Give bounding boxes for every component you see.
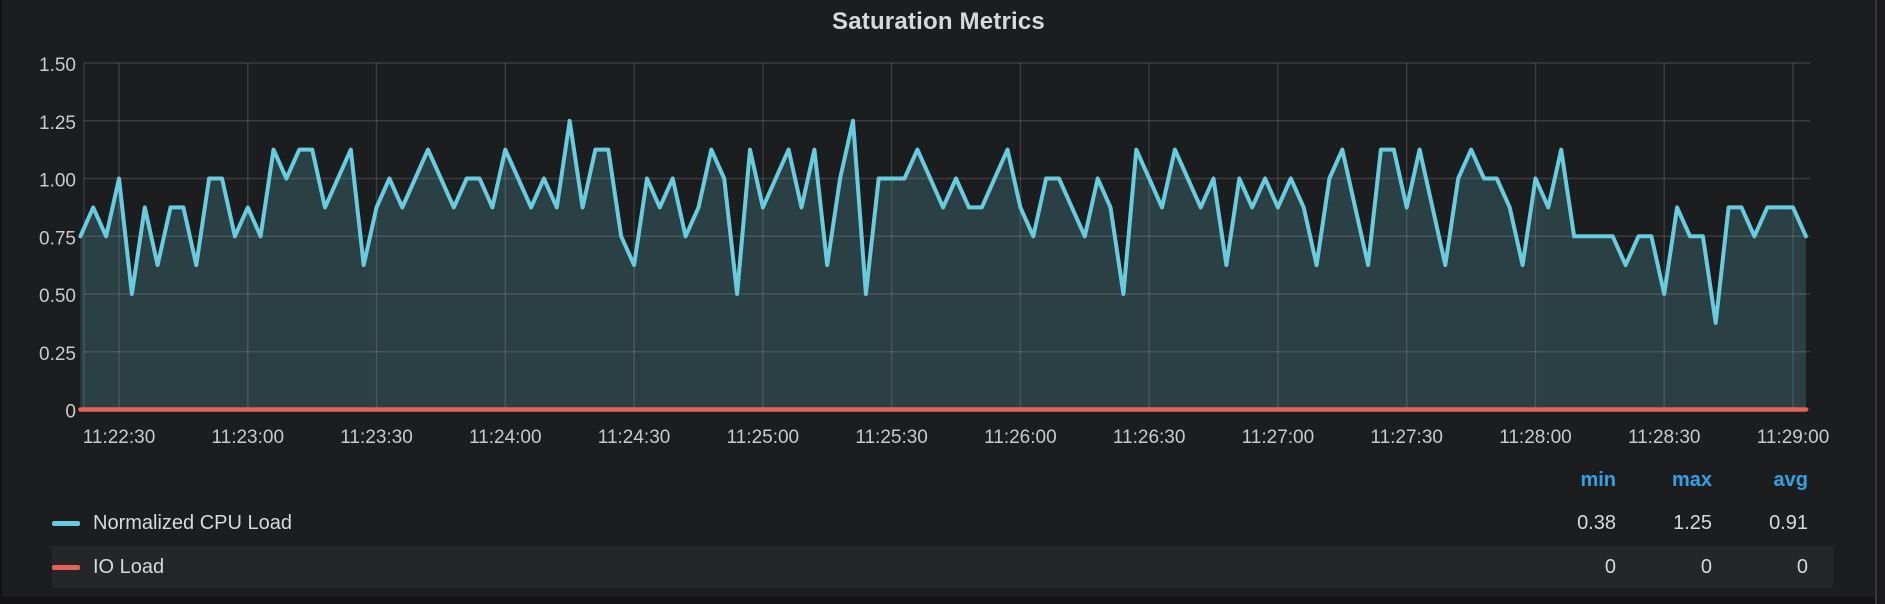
cpu-min-value: 0.38 bbox=[1577, 511, 1616, 534]
cpu-area-fill bbox=[80, 120, 1806, 410]
cpu-avg-value: 0.91 bbox=[1769, 511, 1808, 534]
chart-canvas[interactable]: 11:22:30 11:23:00 11:23:30 11:24:00 11:24:30… bbox=[0, 0, 1885, 458]
y-tick-label: 1.00 bbox=[39, 171, 76, 192]
time-series-chart[interactable]: 11:22:30 11:23:00 11:23:30 11:24:00 11:24:30… bbox=[0, 0, 1885, 458]
cpu-max-value: 1.25 bbox=[1673, 511, 1712, 534]
y-tick-label: 0.50 bbox=[39, 286, 76, 307]
y-tick-label: 0 bbox=[65, 402, 76, 423]
panel-left-edge bbox=[0, 0, 2, 604]
x-tick-label: 11:27:00 bbox=[1242, 427, 1315, 448]
x-tick-label: 11:26:30 bbox=[1113, 427, 1186, 448]
cpu-load-line[interactable] bbox=[78, 118, 1808, 325]
x-tick-label: 11:23:30 bbox=[340, 427, 413, 448]
x-tick-label: 11:22:30 bbox=[83, 427, 156, 448]
legend-header-max[interactable]: max bbox=[1671, 468, 1712, 491]
x-tick-label: 11:24:00 bbox=[469, 427, 542, 448]
x-tick-label: 11:25:30 bbox=[855, 427, 928, 448]
io-avg-value: 0 bbox=[1796, 555, 1808, 578]
panel-title[interactable]: Saturation Metrics bbox=[832, 8, 1045, 35]
cpu-series-color-swatch[interactable] bbox=[52, 520, 80, 526]
x-tick-label: 11:23:00 bbox=[211, 427, 284, 448]
x-tick-label: 11:28:30 bbox=[1628, 427, 1701, 448]
panel-bottom-edge bbox=[0, 597, 1885, 604]
cpu-series-label[interactable]: Normalized CPU Load bbox=[93, 511, 292, 534]
legend-row-cpu: Normalized CPU Load 0.38 1.25 0.91 bbox=[52, 502, 1833, 544]
x-tick-label: 11:24:30 bbox=[598, 427, 671, 448]
x-tick-label: 11:25:00 bbox=[727, 427, 800, 448]
y-tick-label: 1.25 bbox=[39, 113, 76, 134]
y-tick-label: 0.25 bbox=[39, 344, 76, 365]
io-series-color-swatch[interactable] bbox=[52, 564, 80, 570]
y-tick-label: 1.50 bbox=[39, 55, 76, 76]
x-tick-label: 11:29:00 bbox=[1757, 427, 1830, 448]
legend-stats-header: min max avg bbox=[52, 462, 1833, 498]
io-min-value: 0 bbox=[1604, 555, 1616, 578]
legend-header-avg[interactable]: avg bbox=[1773, 468, 1808, 491]
scrollbar-track[interactable] bbox=[1875, 0, 1885, 604]
io-max-value: 0 bbox=[1700, 555, 1712, 578]
io-series-label[interactable]: IO Load bbox=[93, 555, 165, 578]
legend: min max avg Normalized CPU Load 0.38 1.2… bbox=[52, 462, 1833, 592]
y-tick-label: 0.75 bbox=[39, 228, 76, 249]
x-tick-label: 11:28:00 bbox=[1499, 427, 1572, 448]
x-tick-label: 11:27:30 bbox=[1370, 427, 1443, 448]
legend-header-min[interactable]: min bbox=[1580, 468, 1616, 491]
legend-row-io: IO Load 0 0 0 bbox=[52, 546, 1833, 588]
x-tick-label: 11:26:00 bbox=[984, 427, 1057, 448]
